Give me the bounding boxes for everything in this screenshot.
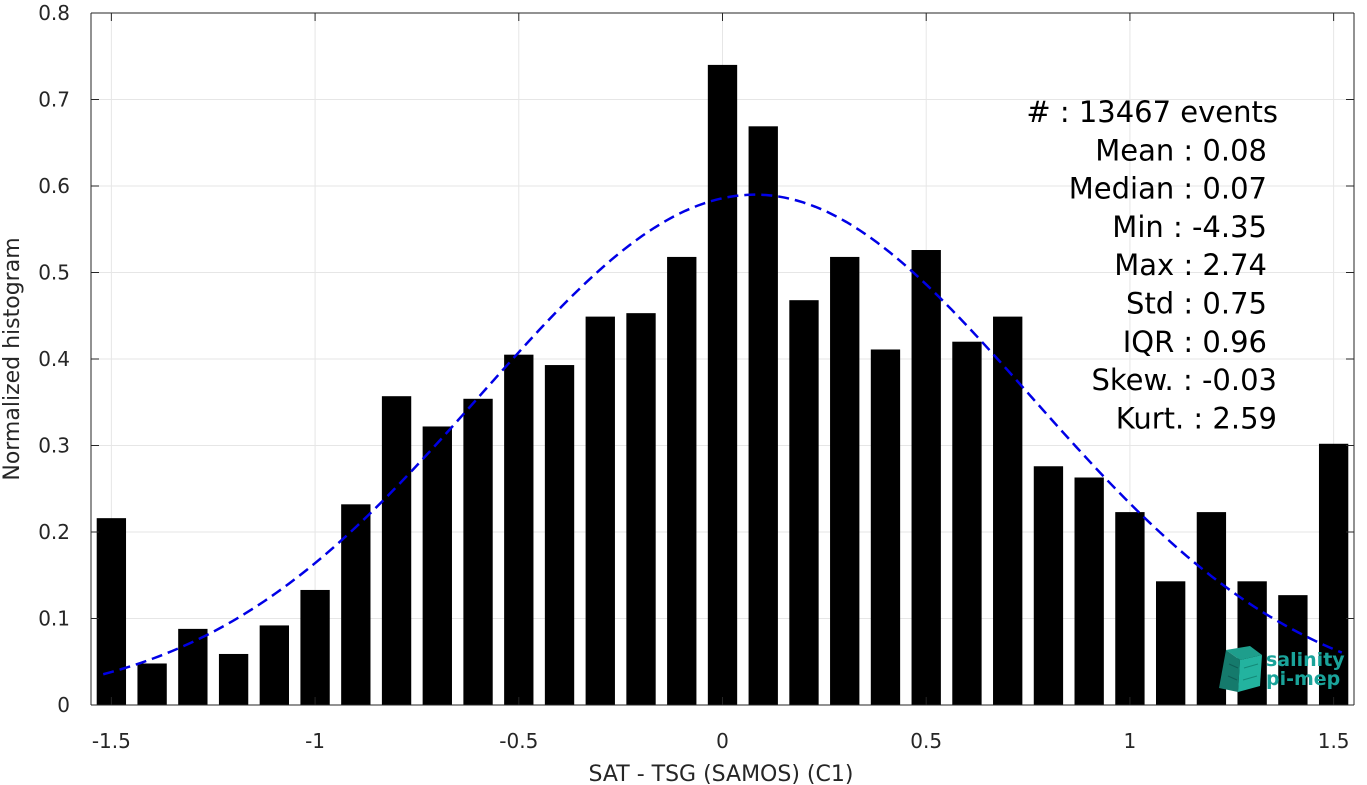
histogram-bar (1033, 466, 1064, 705)
logo-text-line1: salinity (1266, 649, 1345, 671)
histogram-bar (1278, 595, 1308, 705)
y-tick-label: 0.4 (38, 347, 70, 371)
y-axis-label: Normalized histogram (0, 237, 25, 480)
y-tick-labels: 0 0.1 0.2 0.3 0.4 0.5 0.6 0.7 0.8 (38, 1, 70, 717)
histogram-bar (993, 316, 1023, 705)
y-tick-label: 0.2 (38, 520, 70, 544)
stats-line: IQR : 0.96 (1123, 325, 1267, 359)
histogram-bar (1196, 512, 1227, 705)
histogram-bar (667, 256, 697, 705)
x-tick-label: 1.5 (1318, 729, 1350, 753)
histogram-bar (463, 398, 493, 705)
y-tick-label: 0.7 (38, 88, 70, 112)
y-tick-label: 0.3 (38, 434, 70, 458)
histogram-bar (504, 354, 534, 705)
stats-line: Mean : 0.08 (1095, 133, 1267, 167)
x-tick-labels: -1.5 -1 -0.5 0 0.5 1 1.5 (92, 729, 1350, 753)
axes-frame (90, 12, 1355, 706)
histogram-bar (218, 653, 249, 705)
stats-line: Std : 0.75 (1126, 287, 1267, 321)
histogram-bar (1115, 512, 1145, 705)
gaussian-fit-curve (102, 193, 1343, 676)
histogram-bar (178, 628, 208, 705)
histogram-bar (952, 341, 982, 705)
histogram-bar (585, 316, 615, 705)
histogram-bar (137, 663, 167, 705)
y-tick-label: 0 (57, 693, 70, 717)
histogram-bar (259, 625, 290, 705)
stats-line: Kurt. : 2.59 (1116, 401, 1277, 435)
stats-box: # : 13467 events Mean : 0.08 Median : 0.07… (1026, 95, 1278, 435)
histogram-bar (544, 365, 575, 705)
salinity-pi-mep-logo: salinity pi-mep (1219, 646, 1345, 692)
histogram-bar (626, 313, 656, 705)
y-tick-label: 0.8 (38, 1, 70, 25)
histogram-bar (1155, 581, 1186, 705)
stats-line: # : 13467 events (1026, 95, 1278, 129)
stats-line: Median : 0.07 (1069, 172, 1267, 206)
x-tick-label: -0.5 (499, 729, 538, 753)
stats-line: Skew. : -0.03 (1091, 363, 1277, 397)
x-tick-label: 0 (716, 729, 729, 753)
stats-line: Max : 2.74 (1114, 248, 1267, 282)
histogram-bar (1074, 477, 1104, 705)
histogram-bar (748, 126, 778, 705)
histogram-bars (96, 64, 1349, 705)
x-tick-label: -1 (305, 729, 325, 753)
x-axis-label: SAT - TSG (SAMOS) (C1) (589, 762, 854, 785)
histogram-bar (911, 250, 941, 705)
histogram-bar (422, 426, 452, 705)
logo-text-line2: pi-mep (1266, 668, 1340, 690)
histogram-bar (96, 518, 127, 705)
y-tick-label: 0.1 (38, 607, 70, 631)
logo-cube-icon (1219, 646, 1262, 692)
histogram-bar (789, 300, 819, 705)
histogram-bar (707, 64, 738, 705)
histogram-bar (300, 589, 330, 705)
x-tick-label: 1 (1124, 729, 1137, 753)
x-tick-label: -1.5 (92, 729, 131, 753)
stats-line: Min : -4.35 (1112, 210, 1267, 244)
histogram-bar (1318, 443, 1349, 705)
y-tick-label: 0.5 (38, 261, 70, 285)
y-tick-label: 0.6 (38, 174, 70, 198)
histogram-bar (381, 396, 412, 705)
histogram-bar (830, 256, 860, 705)
x-tick-label: 0.5 (910, 729, 942, 753)
histogram-bar (870, 349, 901, 705)
histogram-bar (341, 504, 371, 705)
